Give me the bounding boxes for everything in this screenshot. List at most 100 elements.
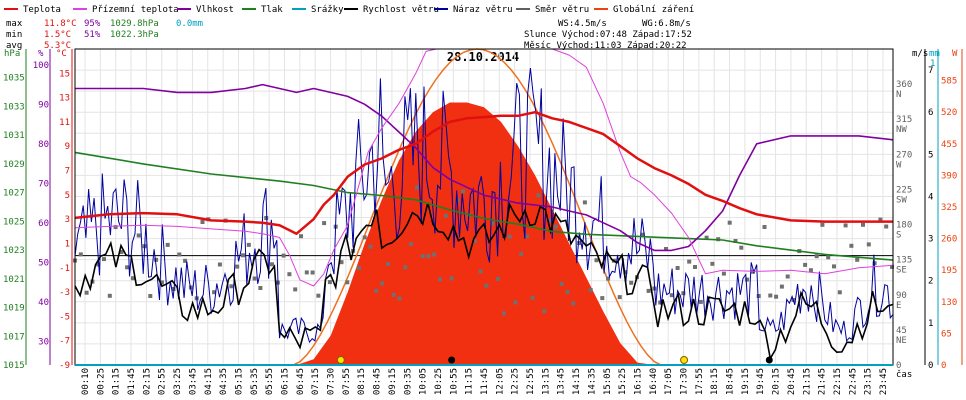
wind-direction-point [640,232,645,237]
wind-direction-point [258,286,263,290]
temp-tick-label: 5 [65,191,70,201]
wind-direction-point [698,299,703,304]
wind-direction-point [113,225,118,230]
wind-direction-point [154,257,159,262]
x-tick-label: 14:35 [587,368,597,395]
unit-time: čas [896,369,912,380]
wind-direction-point [606,276,611,281]
wind-direction-point [501,311,506,316]
w-tick-label: 390 [941,171,957,181]
wind-direction-point [629,280,634,285]
wind-direction-point [890,264,894,269]
x-tick-label: 10:25 [434,368,444,395]
wind-direction-point [339,260,344,265]
legend-label: Náraz větru [453,5,513,15]
x-tick-label: 07:55 [342,368,352,395]
stat-max-rain: 0.0mm [176,19,203,29]
wind-direction-point [693,265,697,269]
temp-tick-label: -7 [59,337,70,347]
x-tick-label: 17:30 [680,368,690,395]
w-tick-label: 65 [941,329,952,339]
temp-tick-label: 13 [59,94,70,104]
x-tick-label: 16:40 [649,368,659,395]
x-tick-label: 22:15 [833,368,843,395]
wind-direction-point [380,281,385,286]
stat-max-temp: 11.8°C [44,19,77,29]
wind-direction-point [565,289,570,294]
wind-direction-point [165,242,170,247]
wind-direction-point [490,221,495,226]
wind-direction-point [571,301,576,306]
direction-tick-label: 315 [896,115,912,125]
x-tick-label: 17:05 [664,368,674,395]
direction-tick-label: NE [896,336,907,346]
pct-tick-label: 40 [38,298,49,308]
wind-direction-point [270,262,274,267]
wind-direction-point [559,281,564,286]
direction-tick-label: E [896,301,901,311]
x-tick-label: 17:55 [695,368,705,395]
hpa-tick-label: 1021 [3,275,25,285]
sunrise-marker [336,356,345,364]
wind-direction-point [299,234,303,239]
x-tick-label: 12:55 [526,368,536,395]
hpa-tick-label: 1031 [3,131,25,141]
wind-direction-point [159,280,164,285]
wind-direction-point [264,216,269,220]
wind-direction-point [310,270,315,275]
wind-direction-point [287,272,292,277]
stat-min-hum: 51% [84,30,101,40]
pct-tick-label: 80 [38,140,49,150]
legend-label: Směr větru [535,5,589,15]
ms-tick-label: 7 [928,66,933,76]
wind-direction-point [878,217,883,222]
wind-direction-point [212,290,217,295]
wind-direction-point [345,280,350,285]
unit-ms: m/s [912,49,928,59]
wind-direction-point [832,264,836,269]
x-tick-label: 21:15 [802,368,812,395]
wind-direction-point [368,244,373,249]
wind-direction-point [327,280,332,285]
wind-direction-point [687,259,692,264]
x-tick-label: 00:25 [96,368,106,395]
wind-direction-point [316,293,321,298]
chart-title: 28.10.2014 [447,50,519,64]
x-tick-label: 18:15 [710,368,720,395]
wind-direction-point [484,283,489,288]
wind-direction-point [519,251,524,256]
wind-direction-point [785,274,790,279]
pct-tick-label: 90 [38,100,49,110]
x-tick-label: 08:45 [373,368,383,395]
temp-tick-label: 15 [59,69,70,79]
x-tick-label: 05:35 [250,368,260,395]
wind-direction-point [443,213,448,218]
wind-direction-point [374,288,379,293]
wind-direction-point [426,254,431,259]
wind-direction-point [866,242,871,247]
temp-tick-label: -9 [59,361,70,371]
x-tick-label: 19:15 [741,368,751,395]
wind-direction-point [646,288,651,293]
legend-label: Přízemní teplota [92,5,179,15]
hpa-tick-label: 1027 [3,189,25,199]
wind-direction-point [183,258,188,263]
x-tick-label: 01:45 [127,368,137,395]
wind-direction-point [588,288,593,293]
wind-direction-point [855,257,860,262]
stat-min-temp: 1.5°C [44,30,71,40]
wind-direction-point [507,234,512,239]
wind-direction-point [438,277,442,282]
direction-tick-label: 135 [896,256,912,266]
wind-direction-point [582,200,587,205]
direction-tick-label: SE [896,266,907,276]
temp-tick-label: 11 [59,118,70,128]
ms-tick-label: 5 [928,150,933,160]
legend: Teplota Přízemní teplota Vlhkost Tlak Srážky… [4,5,694,15]
direction-tick-label: 0 [896,361,901,371]
temp-tick-label: 9 [65,142,70,152]
wind-direction-point [739,245,744,250]
wind-direction-point [762,225,767,229]
wind-direction-point [403,265,408,270]
wind-direction-point [235,264,240,269]
